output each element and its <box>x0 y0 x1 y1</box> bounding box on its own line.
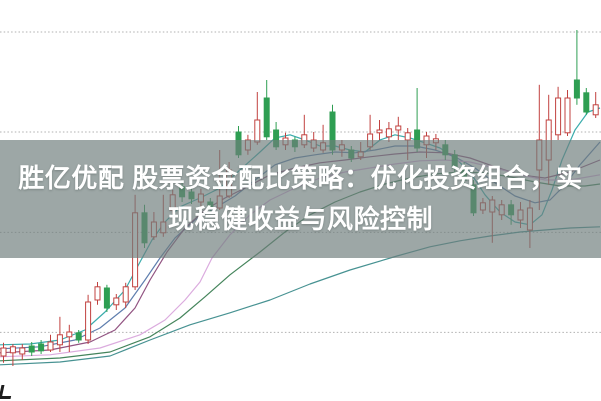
candle-up <box>9 344 16 366</box>
candle-body <box>103 287 110 309</box>
candle-body <box>28 345 35 353</box>
hero-title-line-1: 胜亿优配 股票资金配比策略：优化投资组合，实 <box>18 163 583 193</box>
candle-body <box>583 92 590 113</box>
candle-up <box>122 282 129 308</box>
candle-body <box>263 97 270 138</box>
candle-up <box>376 120 383 140</box>
candle-body <box>19 347 26 355</box>
candle-up <box>254 92 261 145</box>
hero-title-line-2: 现稳健收益与风险控制 <box>167 204 433 234</box>
candle-up <box>94 282 101 305</box>
candle-body <box>573 79 580 99</box>
candle-body <box>47 341 54 351</box>
candle-down <box>263 80 270 140</box>
candle-body <box>75 332 82 341</box>
candle-down <box>75 330 82 343</box>
candle-body <box>0 347 7 357</box>
candle-body <box>404 132 411 141</box>
candle-body <box>56 334 63 346</box>
candle-body <box>395 125 402 131</box>
candle-up <box>385 122 392 142</box>
candle-body <box>555 97 562 136</box>
candle-up <box>113 294 120 310</box>
candle-down <box>103 284 110 312</box>
candle-body <box>9 346 16 354</box>
candle-body <box>122 286 129 303</box>
candle-up <box>395 116 402 140</box>
candle-body <box>254 119 261 143</box>
candle-body <box>113 297 120 306</box>
candle-up <box>555 86 562 140</box>
candle-body <box>94 286 101 301</box>
candle-down <box>573 30 580 105</box>
candle-body <box>592 104 599 116</box>
candle-body <box>564 97 571 134</box>
title-overlay-band: 胜亿优配 股票资金配比策略：优化投资组合，实 现稳健收益与风险控制 <box>0 140 601 258</box>
candle-body <box>385 128 392 138</box>
candle-up <box>592 92 599 118</box>
candle-body <box>376 129 383 134</box>
candle-up <box>47 334 54 352</box>
candle-up <box>56 316 63 352</box>
candle-down <box>28 342 35 356</box>
candle-down <box>38 340 45 354</box>
candle-up <box>564 90 571 136</box>
candle-up <box>85 294 92 344</box>
candle-body <box>38 343 45 352</box>
candle-up <box>66 324 73 352</box>
candle-up <box>19 344 26 360</box>
candle-body <box>85 301 92 341</box>
candle-body <box>66 331 73 338</box>
candle-up <box>0 342 7 363</box>
candle-down <box>583 88 590 115</box>
